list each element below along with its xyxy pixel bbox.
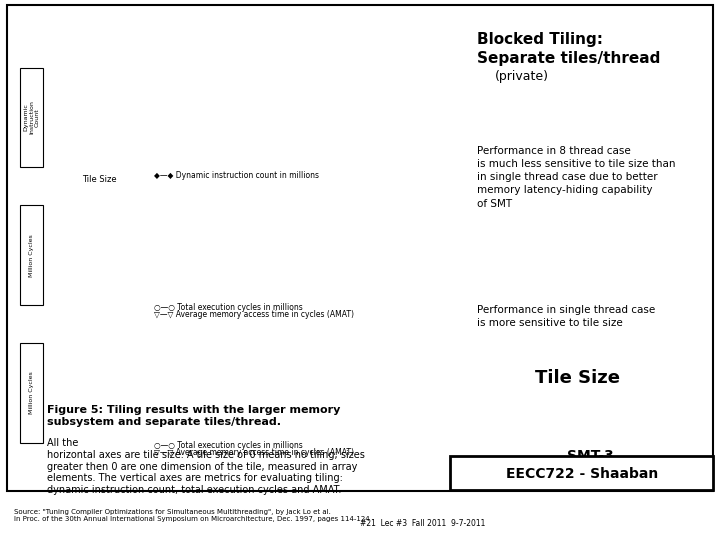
Text: ▽—▽ Average memory access time in cycles (AMAT): ▽—▽ Average memory access time in cycles… xyxy=(154,310,354,319)
Title: 8 threads: 8 threads xyxy=(76,194,122,205)
Title: adi: adi xyxy=(210,57,225,67)
Text: ▽—▽ Average memory access time in cycles (AMAT): ▽—▽ Average memory access time in cycles… xyxy=(154,448,354,457)
Title: 1 thread: 1 thread xyxy=(197,332,238,342)
Text: Million Cycles: Million Cycles xyxy=(30,234,34,276)
X-axis label: Tile Size: Tile Size xyxy=(81,185,117,193)
Text: Separate tiles/thread: Separate tiles/thread xyxy=(477,51,661,66)
Text: Performance in 8 thread case
is much less sensitive to tile size than
in single : Performance in 8 thread case is much les… xyxy=(477,146,676,208)
Title: mxm: mxm xyxy=(86,57,112,67)
Text: Million Cycles: Million Cycles xyxy=(30,372,34,414)
Text: #21  Lec #3  Fall 2011  9-7-2011: #21 Lec #3 Fall 2011 9-7-2011 xyxy=(360,519,485,528)
Text: Dynamic
Instruction
Count: Dynamic Instruction Count xyxy=(23,100,40,134)
Title: gmt: gmt xyxy=(327,57,346,67)
X-axis label: Tile Size: Tile Size xyxy=(81,322,117,331)
X-axis label: Tile Size: Tile Size xyxy=(81,460,117,469)
Text: Figure 5: Tiling results with the larger memory
subsystem and separate tiles/thr: Figure 5: Tiling results with the larger… xyxy=(47,405,340,427)
Title: 8 threads: 8 threads xyxy=(313,194,360,205)
Text: Blocked Tiling:: Blocked Tiling: xyxy=(477,32,603,48)
Text: SMT-3: SMT-3 xyxy=(567,449,613,463)
Text: (private): (private) xyxy=(495,70,549,83)
Text: ○—○ Total execution cycles in millions: ○—○ Total execution cycles in millions xyxy=(154,303,303,312)
Text: ○—○ Total execution cycles in millions: ○—○ Total execution cycles in millions xyxy=(154,441,303,450)
Text: All the
horizontal axes are tile size. A tile size of 0 means no tiling; sizes
g: All the horizontal axes are tile size. A… xyxy=(47,438,364,495)
Text: Performance in single thread case
is more sensitive to tile size: Performance in single thread case is mor… xyxy=(477,305,656,328)
Text: Source: "Tuning Compiler Optimizations for Simultaneous Multithreading", by Jack: Source: "Tuning Compiler Optimizations f… xyxy=(14,509,370,522)
Text: EECC722 - Shaaban: EECC722 - Shaaban xyxy=(505,467,658,481)
Title: 1 thread: 1 thread xyxy=(316,332,357,342)
Text: Tile Size: Tile Size xyxy=(81,175,117,184)
Title: 1 thread: 1 thread xyxy=(78,332,120,342)
Text: ◆—◆ Dynamic instruction count in millions: ◆—◆ Dynamic instruction count in million… xyxy=(154,171,319,180)
Text: Tile Size: Tile Size xyxy=(535,369,620,387)
Title: 8 threads: 8 threads xyxy=(194,194,241,205)
